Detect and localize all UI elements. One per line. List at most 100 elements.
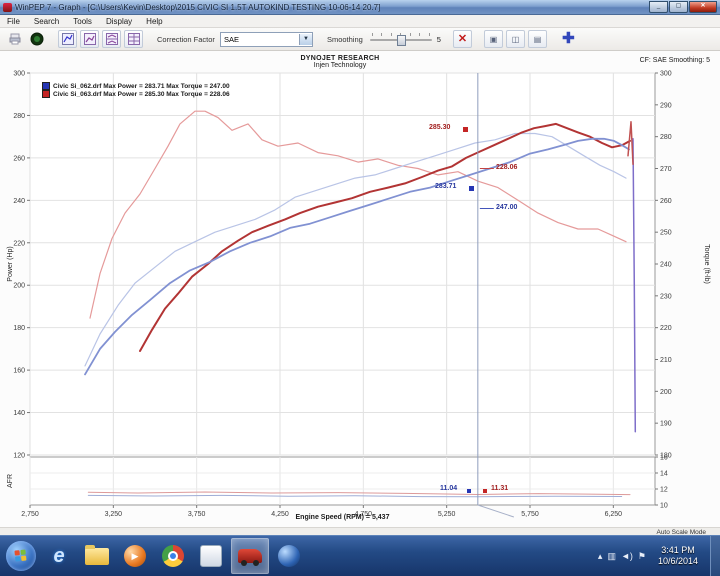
- zoom-tool-icon[interactable]: ▣: [483, 30, 503, 48]
- callout-power-blue: 283.71: [435, 183, 457, 190]
- action-center-flag-icon[interactable]: ⚑: [637, 551, 646, 561]
- media-player-icon: ▶: [124, 545, 146, 567]
- callout-afr-blue: 11.04: [440, 485, 458, 492]
- svg-text:250: 250: [660, 230, 672, 237]
- series-torque-run-blue: [84, 132, 627, 367]
- correction-factor-select[interactable]: SAE ▼: [219, 31, 313, 47]
- menu-help[interactable]: Help: [146, 16, 163, 26]
- clock-time: 3:41 PM: [661, 544, 695, 555]
- x-axis-label: Engine Speed (RPM) = 5,437: [295, 514, 390, 521]
- minimize-button[interactable]: _: [649, 1, 668, 13]
- record-icon[interactable]: [27, 30, 46, 48]
- svg-text:220: 220: [13, 240, 25, 247]
- split-graph-icon[interactable]: [102, 30, 121, 48]
- afr-plot[interactable]: [29, 456, 656, 506]
- svg-text:280: 280: [660, 134, 672, 141]
- table-view-icon[interactable]: [124, 30, 143, 48]
- taskbar-item-ie[interactable]: e: [41, 539, 77, 573]
- svg-text:6,250: 6,250: [605, 511, 623, 518]
- menu-display[interactable]: Display: [105, 16, 133, 26]
- svg-text:180: 180: [13, 325, 25, 332]
- marker-afr-red: [483, 489, 487, 493]
- power-axis-title: Power (Hp): [7, 246, 14, 281]
- svg-text:260: 260: [660, 198, 672, 205]
- smoothing-slider-handle[interactable]: [396, 35, 406, 46]
- print-icon[interactable]: [5, 30, 24, 48]
- svg-text:14: 14: [660, 471, 668, 478]
- afr-axis-title: AFR: [7, 474, 14, 488]
- window-title: WinPEP 7 - Graph - [C:\Users\Kevin\Deskt…: [15, 2, 381, 12]
- svg-text:12: 12: [660, 487, 668, 494]
- title-bar[interactable]: WinPEP 7 - Graph - [C:\Users\Kevin\Deskt…: [0, 0, 720, 15]
- svg-text:220: 220: [660, 325, 672, 332]
- maximize-button[interactable]: ▢: [669, 1, 688, 13]
- show-desktop-button[interactable]: [710, 536, 720, 576]
- legend-row-red[interactable]: Civic Si_063.drf Max Power = 285.30 Max …: [42, 90, 230, 98]
- callout-power-red: 285.30: [429, 124, 451, 131]
- overlay-graph-icon[interactable]: [80, 30, 99, 48]
- add-run-button[interactable]: ✚: [562, 30, 575, 47]
- taskbar-item-dynojet[interactable]: [271, 539, 307, 573]
- callout-torque-red: 228.06: [496, 164, 518, 171]
- main-plot[interactable]: [29, 72, 656, 456]
- svg-text:180: 180: [660, 453, 672, 460]
- delete-run-button[interactable]: ✕: [452, 30, 472, 48]
- folder-icon: [85, 544, 109, 565]
- svg-text:200: 200: [660, 389, 672, 396]
- series-afr-run-red: [87, 491, 631, 496]
- smoothing-slider[interactable]: [369, 33, 432, 46]
- network-icon[interactable]: ▥: [607, 551, 616, 561]
- windows-flag-icon: [14, 549, 27, 562]
- taskbar-item-explorer[interactable]: [79, 539, 115, 573]
- document-app-icon: [200, 545, 222, 567]
- svg-text:3,250: 3,250: [105, 511, 123, 518]
- menu-tools[interactable]: Tools: [73, 16, 92, 26]
- svg-text:280: 280: [13, 113, 25, 120]
- correction-factor-value: SAE: [223, 34, 239, 44]
- menu-file[interactable]: File: [7, 16, 20, 26]
- callout-afr-red: 11.31: [491, 485, 509, 492]
- taskbar-item-winpep[interactable]: [231, 538, 269, 574]
- svg-text:10: 10: [660, 503, 668, 510]
- graph-view-icon[interactable]: [58, 30, 77, 48]
- marker-afr-blue: [467, 489, 471, 493]
- internet-explorer-icon: e: [53, 544, 65, 567]
- svg-text:5,750: 5,750: [521, 511, 539, 518]
- legend-row-blue[interactable]: Civic Si_062.drf Max Power = 283.71 Max …: [42, 82, 230, 90]
- taskbar-item-media-player[interactable]: ▶: [117, 539, 153, 573]
- legend: Civic Si_062.drf Max Power = 283.71 Max …: [42, 82, 230, 98]
- svg-text:4,750: 4,750: [355, 511, 373, 518]
- chart-subtitle: Injen Technology: [313, 62, 367, 69]
- callout-torque-blue: 247.00: [496, 204, 518, 211]
- pan-tool-icon[interactable]: ◫: [505, 30, 525, 48]
- series-power-run-blue: [84, 137, 630, 376]
- chevron-down-icon[interactable]: ▼: [298, 33, 312, 45]
- svg-text:190: 190: [660, 421, 672, 428]
- start-button[interactable]: [6, 541, 36, 571]
- chrome-icon: [162, 545, 184, 567]
- taskbar: e ▶ ▴ ▥ ◄) ⚑ 3:41 PM 10/6/2014: [0, 535, 720, 576]
- tray-expand-icon[interactable]: ▴: [597, 551, 603, 561]
- svg-text:300: 300: [13, 71, 25, 78]
- series-run-end-blue: [632, 138, 637, 433]
- svg-text:2,750: 2,750: [21, 511, 39, 518]
- series-torque-run-red: [89, 110, 627, 319]
- svg-text:300: 300: [660, 71, 672, 78]
- notes-tool-icon[interactable]: ▤: [527, 30, 547, 48]
- svg-text:260: 260: [13, 155, 25, 162]
- svg-text:4,250: 4,250: [271, 511, 289, 518]
- svg-text:120: 120: [13, 453, 25, 460]
- speaker-icon[interactable]: ◄): [620, 551, 633, 561]
- close-button[interactable]: ✕: [689, 1, 717, 13]
- svg-text:290: 290: [660, 102, 672, 109]
- taskbar-clock[interactable]: 3:41 PM 10/6/2014: [651, 545, 705, 568]
- smoothing-value: 5: [436, 34, 441, 44]
- menu-search[interactable]: Search: [33, 16, 60, 26]
- menu-bar: File Search Tools Display Help: [0, 15, 720, 28]
- toolbar: Correction Factor SAE ▼ Smoothing 5 ✕ ▣ …: [0, 28, 720, 51]
- taskbar-item-notepad[interactable]: [193, 539, 229, 573]
- chart-title: DYNOJET RESEARCH: [300, 55, 380, 62]
- system-tray: ▴ ▥ ◄) ⚑ 3:41 PM 10/6/2014: [598, 536, 720, 576]
- taskbar-item-chrome[interactable]: [155, 539, 191, 573]
